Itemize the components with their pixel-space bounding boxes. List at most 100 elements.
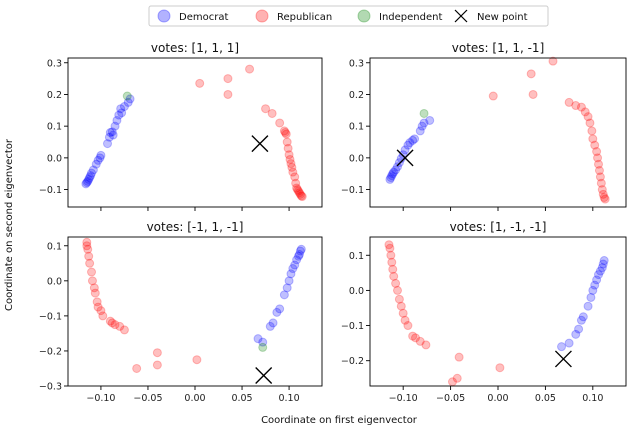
data-point [599, 192, 609, 202]
legend-marker-new-point [454, 9, 468, 23]
y-tick-label: 0.0 [349, 286, 364, 297]
subplot-title: votes: [-1, 1, -1] [147, 220, 244, 234]
data-point [103, 139, 113, 149]
data-point [384, 240, 394, 250]
data-point [93, 155, 103, 165]
data-point [294, 250, 304, 260]
y-tick-label: 0.2 [349, 90, 364, 101]
data-point [93, 302, 103, 312]
y-tick-label: −0.3 [39, 382, 62, 393]
series-democrat [385, 115, 435, 184]
data-point [117, 108, 127, 118]
data-point [293, 185, 303, 195]
data-point [528, 89, 538, 99]
data-point [272, 307, 282, 317]
data-point [392, 285, 402, 295]
y-tick-label: 0.3 [349, 58, 364, 69]
new-point-marker [251, 135, 269, 153]
data-point [400, 315, 410, 325]
y-tick-label: 0.0 [47, 153, 62, 164]
new-point-marker [554, 350, 572, 368]
data-point [92, 297, 102, 307]
data-point [421, 340, 431, 350]
series-independent [122, 91, 132, 101]
y-tick-label: −0.1 [39, 311, 62, 322]
data-point [108, 130, 118, 140]
data-point [268, 318, 278, 328]
legend-frame [148, 5, 549, 27]
data-point [84, 174, 94, 184]
data-point [452, 373, 462, 383]
data-point [119, 325, 129, 335]
y-tick-label: −0.1 [341, 321, 364, 332]
data-point [297, 192, 307, 202]
data-point [110, 121, 120, 131]
data-point [114, 110, 124, 120]
y-tick-label: 0.1 [349, 251, 364, 262]
data-point [387, 171, 397, 181]
x-tick-label: −0.05 [436, 393, 465, 404]
data-point [82, 237, 92, 247]
data-point [574, 324, 584, 334]
subplot-3: votes: [-1, 1, -1] −0.3 −0.2 −0.1 0.0 0.1 −0.1… [39, 220, 323, 404]
x-tick-label: 0.10 [278, 393, 299, 404]
legend-marker-republican [255, 9, 269, 23]
data-point [132, 363, 142, 373]
data-point [586, 292, 596, 302]
data-point [388, 169, 398, 179]
data-point [583, 112, 593, 122]
data-point [398, 150, 408, 160]
data-point [192, 355, 202, 365]
data-point [385, 174, 395, 184]
data-point [594, 166, 604, 176]
data-point [585, 118, 595, 128]
data-point [576, 102, 586, 112]
data-point [583, 301, 593, 311]
series-new-point [396, 149, 414, 167]
data-point [261, 104, 271, 114]
data-point [283, 143, 293, 153]
data-point [488, 91, 498, 101]
data-point [85, 173, 95, 183]
data-point [295, 246, 305, 256]
subplot-title: votes: [1, -1, -1] [450, 220, 547, 234]
data-point [386, 250, 396, 260]
data-point [408, 331, 418, 341]
data-point [287, 162, 297, 172]
data-point [405, 138, 415, 148]
y-tick-label: 0.2 [47, 90, 62, 101]
data-point [123, 97, 133, 107]
series-independent [419, 108, 429, 118]
data-point [548, 56, 558, 66]
data-point [290, 260, 300, 270]
legend-marker-democrat [157, 9, 171, 23]
data-point [595, 172, 605, 182]
data-point [398, 308, 408, 318]
data-point [258, 337, 268, 347]
data-point [590, 280, 600, 290]
data-point [392, 162, 402, 172]
y-tick-label: 0.0 [47, 276, 62, 287]
data-point [223, 89, 233, 99]
data-point [267, 108, 277, 118]
data-point [598, 259, 608, 269]
series-independent [258, 342, 268, 352]
data-point [391, 165, 401, 175]
data-point [125, 94, 135, 104]
legend-entry-independent: Independent [357, 9, 442, 23]
y-tick-label: −0.1 [341, 185, 364, 196]
x-tick-label: 0.10 [582, 393, 603, 404]
data-point [419, 108, 429, 118]
data-point [107, 318, 117, 328]
series-new-point [251, 135, 269, 153]
data-point [597, 263, 607, 273]
y-tick-label: 0.0 [349, 153, 364, 164]
data-point [592, 275, 602, 285]
data-point [245, 64, 255, 74]
series-republican [195, 64, 307, 202]
data-point [594, 159, 604, 169]
series-republican [488, 56, 610, 204]
data-point [284, 150, 294, 160]
data-point [389, 167, 399, 177]
